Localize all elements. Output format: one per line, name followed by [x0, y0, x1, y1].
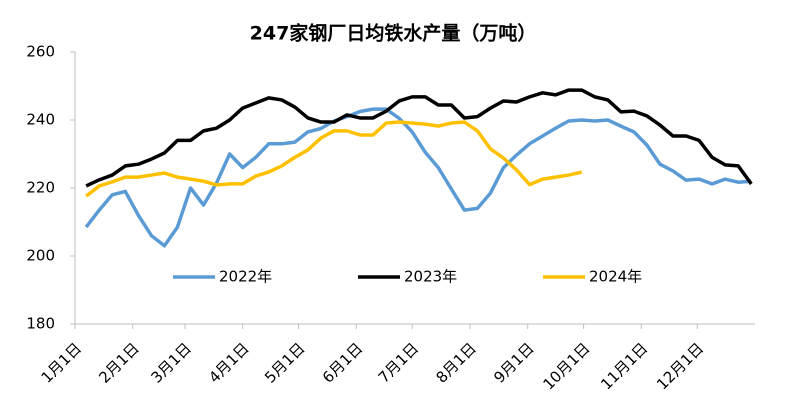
x-tick-label: 2月1日 — [95, 339, 142, 386]
y-tick-label: 180 — [26, 315, 55, 333]
y-tick-label: 240 — [26, 111, 55, 129]
x-tick-label: 9月1日 — [490, 339, 537, 386]
series-line — [85, 88, 753, 188]
x-tick-label: 7月1日 — [375, 339, 422, 386]
x-tick-label: 6月1日 — [319, 339, 366, 386]
x-tick-label: 10月1日 — [539, 339, 593, 393]
x-tick-label: 12月1日 — [653, 339, 707, 393]
y-tick-label: 220 — [26, 179, 55, 197]
legend-label: 2023年 — [404, 268, 457, 286]
y-tick-label: 260 — [26, 43, 55, 61]
chart-title: 247家钢厂日均铁水产量（万吨） — [250, 22, 537, 45]
y-tick-label: 200 — [26, 247, 55, 265]
x-tick-label: 5月1日 — [261, 339, 308, 386]
series-line — [84, 107, 752, 248]
legend-label: 2022年 — [219, 268, 272, 286]
series-line — [85, 120, 583, 198]
x-tick-label: 8月1日 — [433, 339, 480, 386]
x-tick-label: 11月1日 — [597, 339, 651, 393]
x-tick-label: 1月1日 — [38, 339, 85, 386]
x-tick-label: 3月1日 — [147, 339, 194, 386]
x-tick-label: 4月1日 — [205, 339, 252, 386]
legend-label: 2024年 — [589, 268, 642, 286]
